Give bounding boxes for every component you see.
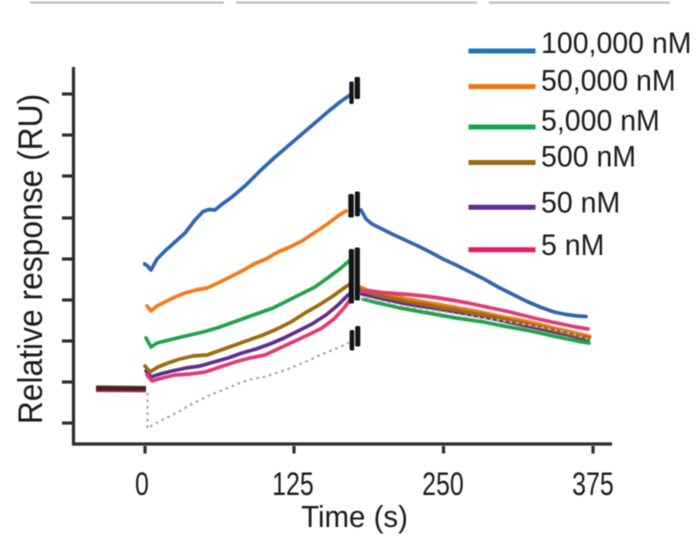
svg-text:5 nM: 5 nM xyxy=(541,229,604,262)
svg-text:Time (s): Time (s) xyxy=(301,500,408,534)
svg-text:50 nM: 50 nM xyxy=(541,187,620,220)
svg-text:Relative response (RU): Relative response (RU) xyxy=(11,94,49,424)
svg-text:500 nM: 500 nM xyxy=(541,141,636,174)
svg-text:125: 125 xyxy=(272,467,314,503)
svg-text:375: 375 xyxy=(572,467,614,503)
svg-text:100,000 nM: 100,000 nM xyxy=(541,27,691,60)
svg-text:50,000 nM: 50,000 nM xyxy=(541,65,676,98)
svg-text:5,000 nM: 5,000 nM xyxy=(541,105,660,138)
svg-text:0: 0 xyxy=(135,467,149,503)
svg-text:250: 250 xyxy=(422,467,464,503)
